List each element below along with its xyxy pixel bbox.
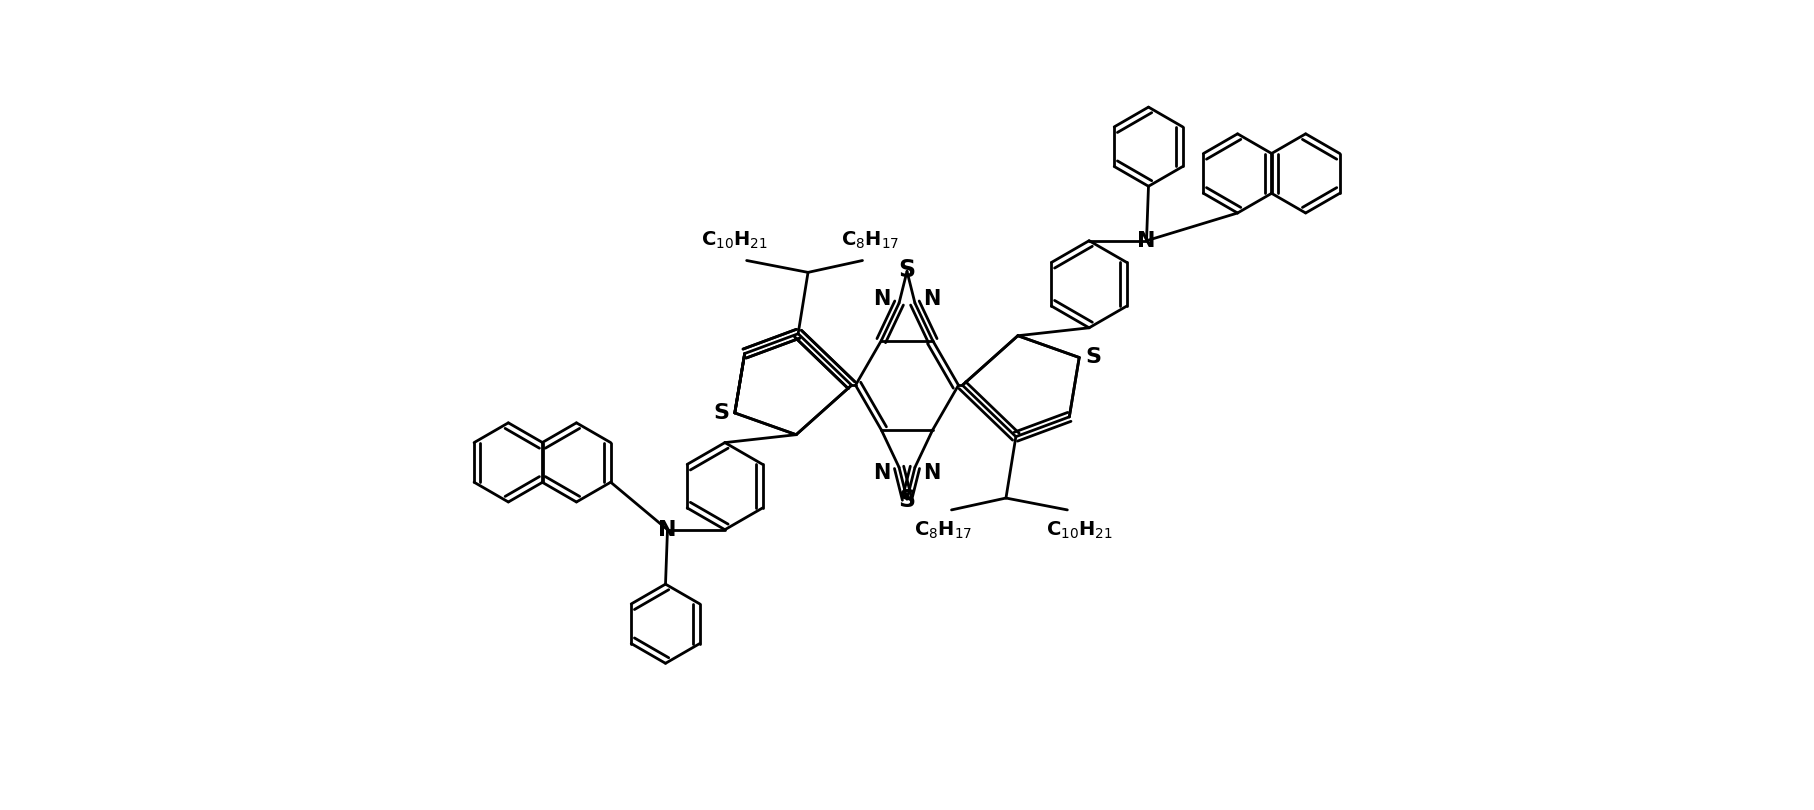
Text: N: N xyxy=(874,289,891,309)
Text: S: S xyxy=(898,258,916,283)
Text: C$_{8}$H$_{17}$: C$_{8}$H$_{17}$ xyxy=(842,229,900,250)
Text: C$_{10}$H$_{21}$: C$_{10}$H$_{21}$ xyxy=(1045,520,1112,541)
Text: N: N xyxy=(923,463,940,484)
Text: S: S xyxy=(898,488,916,512)
Text: C$_{8}$H$_{17}$: C$_{8}$H$_{17}$ xyxy=(914,520,972,541)
Text: N: N xyxy=(874,463,891,484)
Text: S: S xyxy=(1085,347,1101,368)
Text: S: S xyxy=(713,403,729,423)
Text: N: N xyxy=(1137,231,1156,251)
Text: N: N xyxy=(658,520,677,539)
Text: C$_{10}$H$_{21}$: C$_{10}$H$_{21}$ xyxy=(702,229,769,250)
Text: N: N xyxy=(923,289,940,309)
